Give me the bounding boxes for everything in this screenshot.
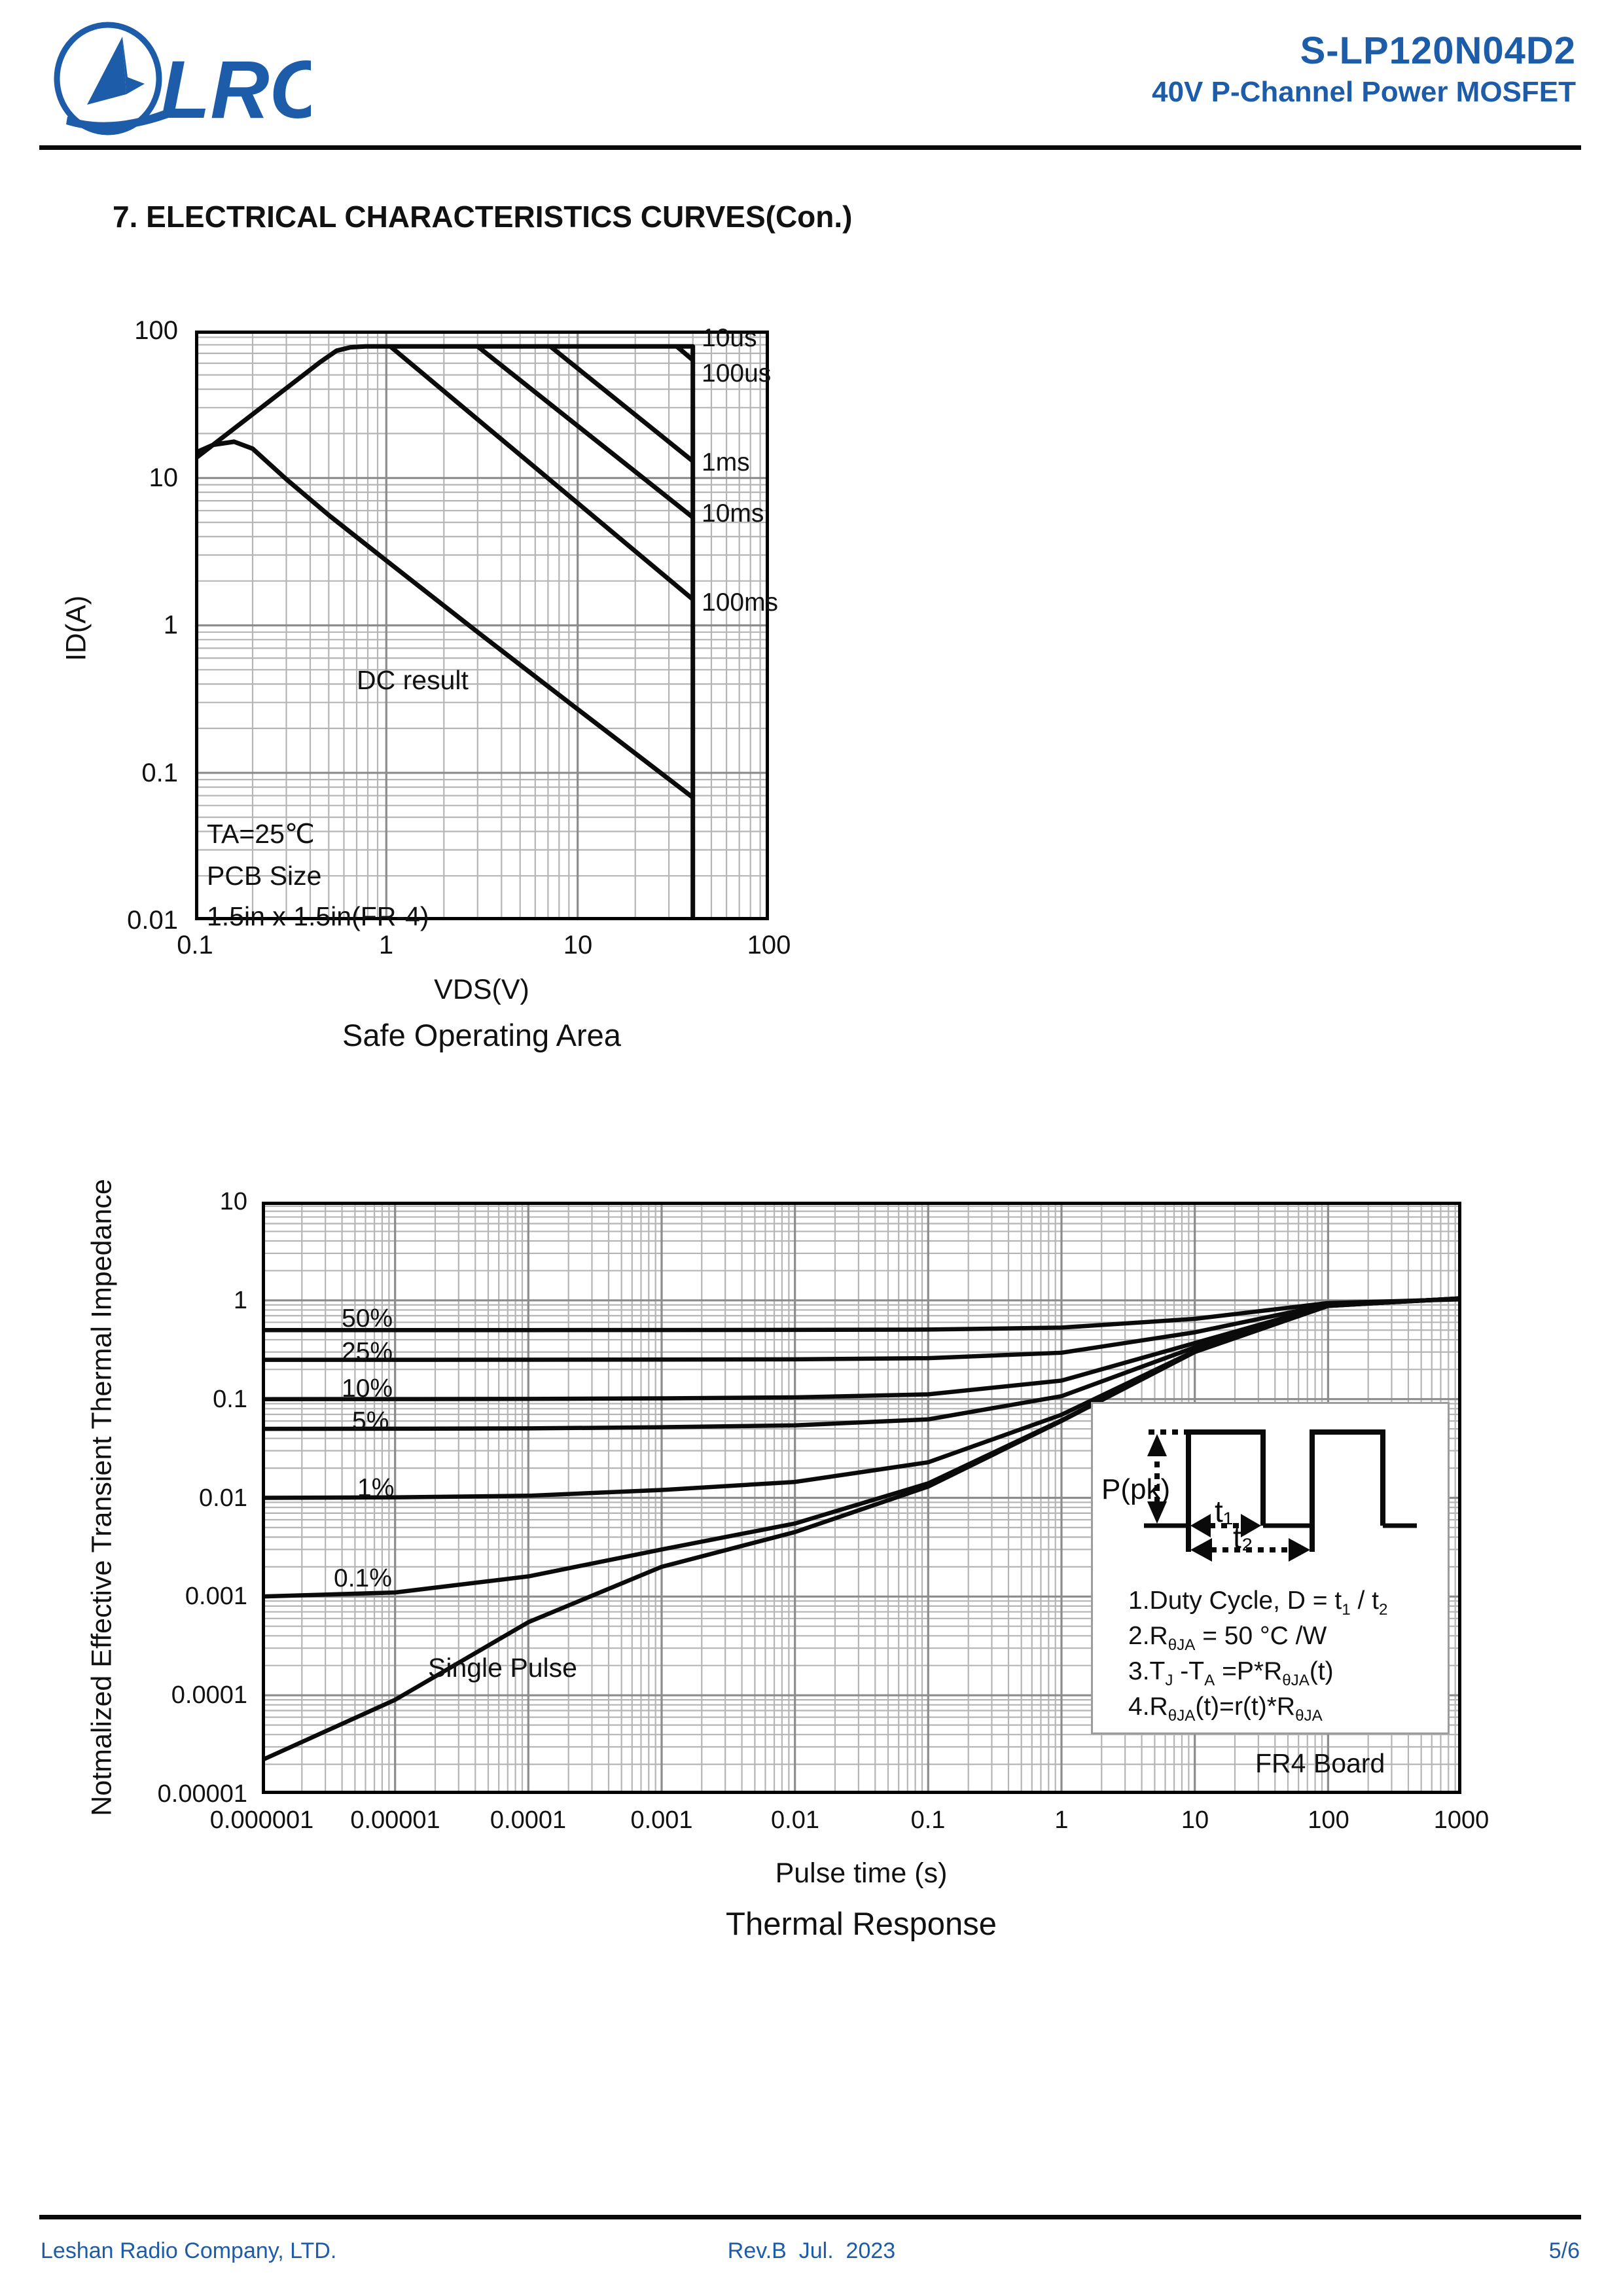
inset-note-duty-cycle: 1.Duty Cycle, D = t1 / t2 <box>1128 1587 1388 1619</box>
soa-ytick-0p1: 0.1 <box>141 759 178 787</box>
soa-xtick-10: 10 <box>563 931 593 960</box>
th-ytick-0p0001: 0.0001 <box>171 1681 247 1709</box>
th-xtick-1000: 1000 <box>1433 1806 1489 1834</box>
th-xtick-10: 10 <box>1181 1806 1209 1834</box>
soa-x-axis-title: VDS(V) <box>434 974 529 1005</box>
lrc-logo: LRC <box>54 22 311 135</box>
logo-ellipse-icon <box>54 22 162 135</box>
soa-xtick-1: 1 <box>378 931 394 960</box>
soa-chart-title: Safe Operating Area <box>342 1018 621 1052</box>
t1-label: t₁ <box>1215 1494 1233 1528</box>
th-label-1pct: 1% <box>357 1474 395 1502</box>
duty-cycle-inset-box: P(pk) t₁ t₂ 1.Duty Cycle, D = t1 / t2 2.… <box>1091 1402 1450 1734</box>
th-label-25pct: 25% <box>342 1338 393 1366</box>
logo-sail-icon <box>87 37 126 105</box>
pulse-waveform-diagram: P(pk) t₁ t₂ <box>1101 1429 1417 1562</box>
waveform-pulse1 <box>1186 1429 1266 1552</box>
soa-label-10ms: 10ms <box>702 499 764 528</box>
footer-company: Leshan Radio Company, LTD. <box>41 2238 337 2263</box>
th-xtick-1e-5: 0.00001 <box>350 1806 440 1834</box>
ppk-arrowhead-down-icon <box>1147 1501 1167 1524</box>
logo-sail2-icon <box>122 37 145 94</box>
th-annotation-fr4: FR4 Board <box>1255 1748 1385 1778</box>
ppk-arrowhead-up-icon <box>1147 1434 1167 1456</box>
th-label-10pct: 10% <box>342 1374 393 1403</box>
t2-arrowhead-left-icon <box>1190 1538 1212 1562</box>
th-xtick-1e-4: 0.0001 <box>490 1806 567 1834</box>
waveform-pulse2 <box>1310 1429 1385 1552</box>
footer-revision: Rev.B Jul. 2023 <box>727 2238 896 2263</box>
th-xtick-0p1: 0.1 <box>910 1806 946 1834</box>
soa-ytick-100: 100 <box>134 316 178 345</box>
soa-ytick-0p01: 0.01 <box>127 906 178 935</box>
th-ytick-10: 10 <box>219 1188 247 1215</box>
soa-label-1ms: 1ms <box>702 448 750 476</box>
logo-text: LRC <box>160 45 311 135</box>
logo-hull-icon <box>66 109 172 130</box>
ppk-label: P(pk) <box>1101 1473 1170 1505</box>
th-xtick-0p01: 0.01 <box>771 1806 819 1834</box>
soa-xtick-100: 100 <box>747 931 791 960</box>
footer-rule <box>39 2215 1581 2219</box>
inset-note-rt: 4.RθJA(t)=r(t)*RθJA <box>1128 1693 1323 1725</box>
th-ytick-0p00001: 0.00001 <box>157 1780 247 1808</box>
t1-arrowhead-left-icon <box>1190 1514 1211 1537</box>
th-ytick-0p001: 0.001 <box>185 1583 247 1610</box>
soa-annotation-pcb: PCB Size <box>207 861 322 891</box>
th-ytick-0p1: 0.1 <box>213 1386 247 1413</box>
t2-arrowhead-right-icon <box>1289 1538 1310 1562</box>
th-label-0p1pct: 0.1% <box>334 1564 392 1592</box>
soa-annotation-ta: TA=25℃ <box>207 819 315 849</box>
th-xtick-1e-6: 0.000001 <box>209 1806 314 1834</box>
th-label-50pct: 50% <box>342 1304 393 1333</box>
th-chart-title: Thermal Response <box>726 1907 997 1942</box>
soa-xtick-0p1: 0.1 <box>177 931 213 960</box>
th-xtick-100: 100 <box>1308 1806 1349 1834</box>
th-label-5pct: 5% <box>352 1407 389 1435</box>
th-ytick-1: 1 <box>233 1287 247 1314</box>
t1-arrowhead-right-icon <box>1241 1514 1261 1537</box>
thermal-chart-plot <box>262 1202 1461 1794</box>
soa-label-10us: 10us <box>702 324 757 352</box>
soa-label-100us: 100us <box>702 359 772 387</box>
soa-label-100ms: 100ms <box>702 588 779 617</box>
th-xtick-1: 1 <box>1054 1806 1069 1834</box>
inset-note-rtheta: 2.RθJA = 50 °C /W <box>1128 1622 1327 1654</box>
soa-ytick-1: 1 <box>163 611 178 639</box>
th-xtick-1e-3: 0.001 <box>630 1806 693 1834</box>
t2-label: t₂ <box>1233 1520 1253 1554</box>
part-subtitle: 40V P-Channel Power MOSFET <box>1152 76 1576 108</box>
th-y-axis-title: Notmalized Effective Transient Thermal I… <box>86 1179 118 1816</box>
footer-page-number: 5/6 <box>1548 2238 1580 2263</box>
inset-note-tj-ta: 3.TJ -TA =P*RθJA(t) <box>1128 1657 1334 1689</box>
header-rule <box>39 145 1581 150</box>
soa-annotation-size: 1.5in x 1.5in(FR-4) <box>207 901 429 931</box>
th-ytick-0p01: 0.01 <box>199 1484 247 1512</box>
soa-chart-plot <box>195 331 769 920</box>
section-title: 7. ELECTRICAL CHARACTERISTICS CURVES(Con… <box>113 200 853 234</box>
soa-label-dc-result: DC result <box>357 665 469 695</box>
soa-y-axis-title: ID(A) <box>60 595 92 662</box>
soa-ytick-10: 10 <box>149 463 179 492</box>
th-label-single-pulse: Single Pulse <box>428 1653 577 1683</box>
part-number: S-LP120N04D2 <box>1300 29 1576 72</box>
th-x-axis-title: Pulse time (s) <box>775 1857 948 1889</box>
